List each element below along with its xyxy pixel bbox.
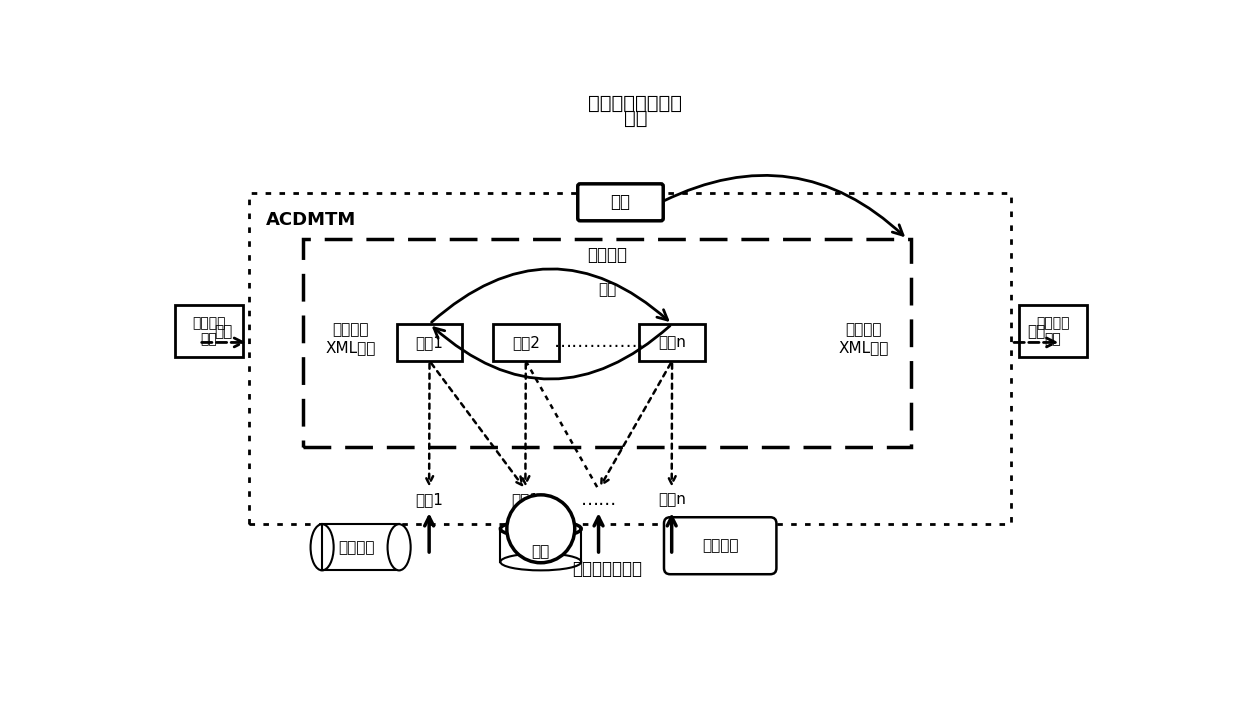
Text: 算法1: 算法1 <box>415 492 443 507</box>
Bar <box>494 324 558 361</box>
Text: 算法n: 算法n <box>657 492 686 507</box>
Text: 元模型的
XML文件: 元模型的 XML文件 <box>325 323 376 355</box>
Text: 基于元模型的变换: 基于元模型的变换 <box>589 93 682 113</box>
Text: 步骤2: 步骤2 <box>512 335 539 350</box>
Text: 迭代: 迭代 <box>598 282 616 297</box>
Ellipse shape <box>310 524 334 570</box>
Bar <box>501 529 582 562</box>
Bar <box>249 193 1012 524</box>
Ellipse shape <box>388 524 410 570</box>
Text: 基于语义的检测: 基于语义的检测 <box>572 560 642 578</box>
Text: ACDMTM: ACDMTM <box>265 211 356 229</box>
Text: 步骤1: 步骤1 <box>415 335 444 350</box>
Ellipse shape <box>501 554 582 570</box>
Text: 概念数据
模型: 概念数据 模型 <box>192 315 226 346</box>
Text: 验证: 验证 <box>610 194 630 212</box>
Ellipse shape <box>501 521 582 537</box>
Bar <box>640 324 704 361</box>
Text: 输出: 输出 <box>1028 324 1045 339</box>
Bar <box>397 324 463 361</box>
Text: ……………: …………… <box>553 333 645 351</box>
Bar <box>175 305 243 357</box>
Text: 算法1: 算法1 <box>511 492 539 507</box>
Text: 概念数据
模型: 概念数据 模型 <box>1037 315 1070 346</box>
FancyArrowPatch shape <box>663 176 903 235</box>
FancyBboxPatch shape <box>663 517 776 574</box>
Bar <box>303 239 911 447</box>
Circle shape <box>507 495 575 563</box>
Text: 语义网络: 语义网络 <box>339 540 374 555</box>
Text: 元模型的
XML文件: 元模型的 XML文件 <box>838 323 889 355</box>
FancyArrowPatch shape <box>432 269 667 322</box>
FancyBboxPatch shape <box>578 184 663 221</box>
Bar <box>322 524 399 570</box>
Text: 句法检测: 句法检测 <box>702 538 739 554</box>
Bar <box>1019 305 1086 357</box>
Text: 转换过程: 转换过程 <box>587 246 627 264</box>
Text: 理论: 理论 <box>624 109 647 128</box>
FancyArrowPatch shape <box>434 326 670 379</box>
Text: 步骤n: 步骤n <box>658 335 686 350</box>
Text: 输入: 输入 <box>215 324 233 339</box>
Text: ……: …… <box>580 490 616 508</box>
Text: 本体: 本体 <box>532 544 549 559</box>
